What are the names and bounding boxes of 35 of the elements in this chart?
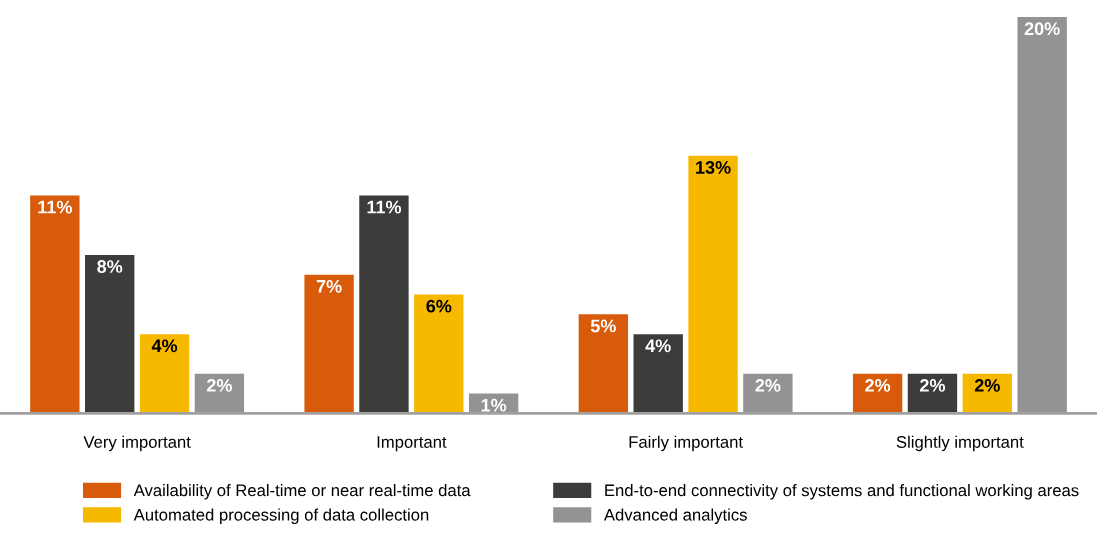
data-label: 2%: [865, 379, 891, 392]
data-label: 20%: [1024, 22, 1060, 36]
x-tick-label: Important: [377, 436, 447, 452]
bar: [359, 195, 409, 414]
data-label: 11%: [367, 200, 402, 214]
data-label: 4%: [151, 339, 178, 353]
data-label: 8%: [97, 260, 123, 273]
legend-label: Advanced analytics: [603, 508, 747, 524]
bar: [743, 373, 793, 414]
data-label: 13%: [696, 161, 731, 174]
x-tick-label: Fairly important: [629, 435, 743, 452]
data-label: 5%: [590, 319, 616, 333]
legend-label: Automated processing of data collection: [133, 508, 429, 524]
bar: [139, 334, 190, 414]
bar: [414, 294, 464, 414]
x-tick-label: Very important: [83, 435, 191, 452]
data-label: 2%: [755, 379, 781, 392]
bar: [578, 314, 629, 414]
bar: [633, 334, 683, 414]
data-label: 2%: [920, 379, 946, 392]
x-tick-label: Slightly important: [896, 435, 1024, 452]
legend-label: Availability of Real-time or near real-time data: [133, 484, 471, 500]
bar: [304, 274, 354, 414]
data-label: 2%: [206, 379, 232, 392]
data-label: 1%: [481, 398, 507, 412]
bar: [85, 254, 135, 414]
legend-label: End-to-end connectivity of systems and functional working areas: [605, 484, 1079, 500]
bar: [688, 155, 738, 414]
bar: [30, 195, 80, 414]
bar: [1017, 17, 1067, 414]
data-label: 7%: [316, 279, 342, 293]
data-label: 2%: [974, 379, 1000, 392]
data-label: 4%: [645, 339, 671, 353]
data-label: 11%: [38, 200, 72, 214]
data-label: 6%: [426, 299, 452, 313]
